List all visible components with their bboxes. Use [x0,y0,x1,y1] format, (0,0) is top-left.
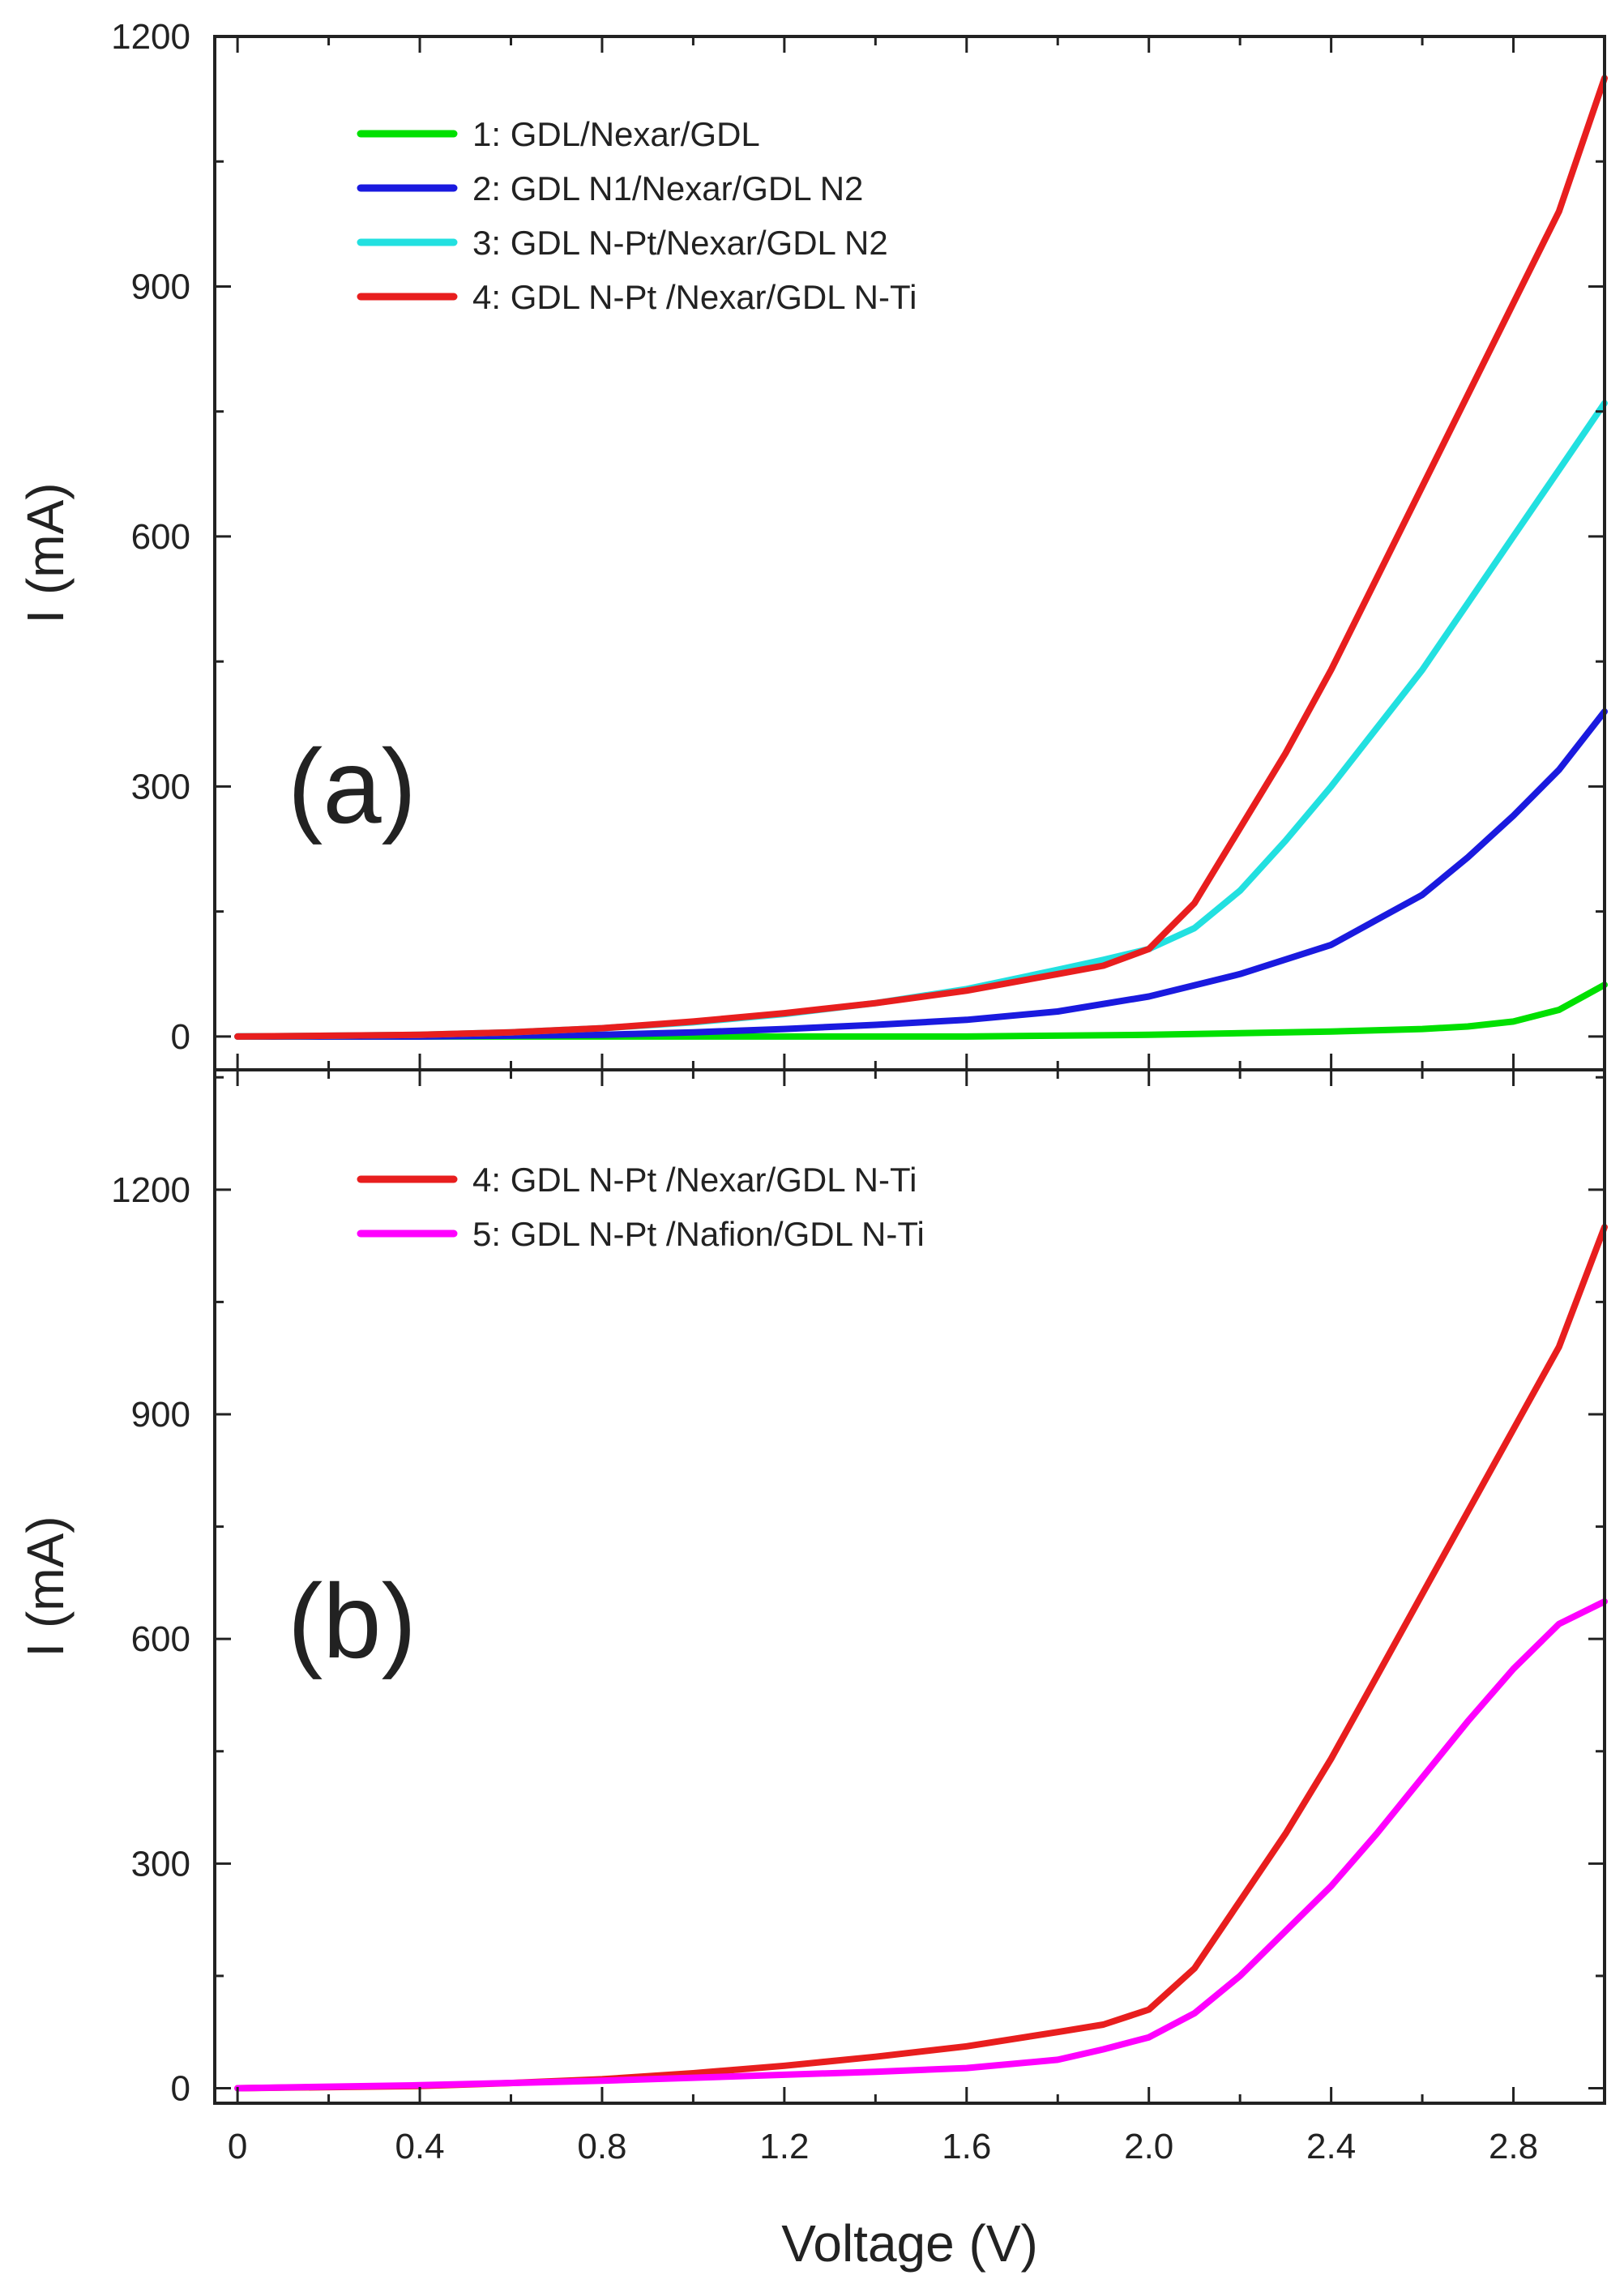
legend-label-a-1: 1: GDL/Nexar/GDL [472,115,760,153]
x-tick-label-b: 2.4 [1306,2127,1356,2166]
series-line-a-2 [234,708,1608,1040]
y-tick-label-a: 300 [131,767,190,806]
legend-label-a-3: 3: GDL N-Pt/Nexar/GDL N2 [472,224,888,262]
y-axis-title-a: I (mA) [16,482,75,623]
x-tick-label-b: 1.2 [759,2127,809,2166]
legend-label-b-1: 4: GDL N-Pt /Nexar/GDL N-Ti [472,1161,917,1199]
y-tick-label-a: 1200 [111,17,190,57]
y-axis-title-b: I (mA) [16,1516,75,1657]
x-tick-label-b: 2.0 [1124,2127,1173,2166]
x-tick-label-b: 1.6 [942,2127,991,2166]
series-line-a-4 [234,75,1608,1040]
y-tick-label-a: 0 [171,1017,190,1057]
y-tick-label-a: 600 [131,517,190,557]
x-tick-label-b: 0 [228,2127,247,2166]
panel-label-a: (a) [288,727,417,845]
legend-label-b-2: 5: GDL N-Pt /Nafion/GDL N-Ti [472,1215,925,1253]
y-tick-label-b: 900 [131,1395,190,1435]
legend-label-a-4: 4: GDL N-Pt /Nexar/GDL N-Ti [472,278,917,316]
y-tick-label-b: 300 [131,1844,190,1884]
plot-frame-b [213,1068,1606,2105]
y-tick-label-b: 600 [131,1619,190,1659]
series-line-b-2 [234,1598,1608,2092]
x-tick-label-b: 0.4 [395,2127,444,2166]
y-tick-label-b: 1200 [111,1170,190,1210]
x-tick-label-b: 2.8 [1489,2127,1538,2166]
y-tick-label-a: 900 [131,267,190,306]
x-tick-label-b: 0.8 [577,2127,626,2166]
panel-b: 0 300 600 900 1200 0 0.4 0.8 1.2 1.6 2.0 2.4 2.8 I (m… [16,1068,1608,2273]
panel-label-b: (b) [288,1562,417,1680]
y-tick-label-b: 0 [171,2069,190,2109]
legend-label-a-2: 2: GDL N1/Nexar/GDL N2 [472,169,863,207]
x-axis-title: Voltage (V) [781,2214,1038,2273]
